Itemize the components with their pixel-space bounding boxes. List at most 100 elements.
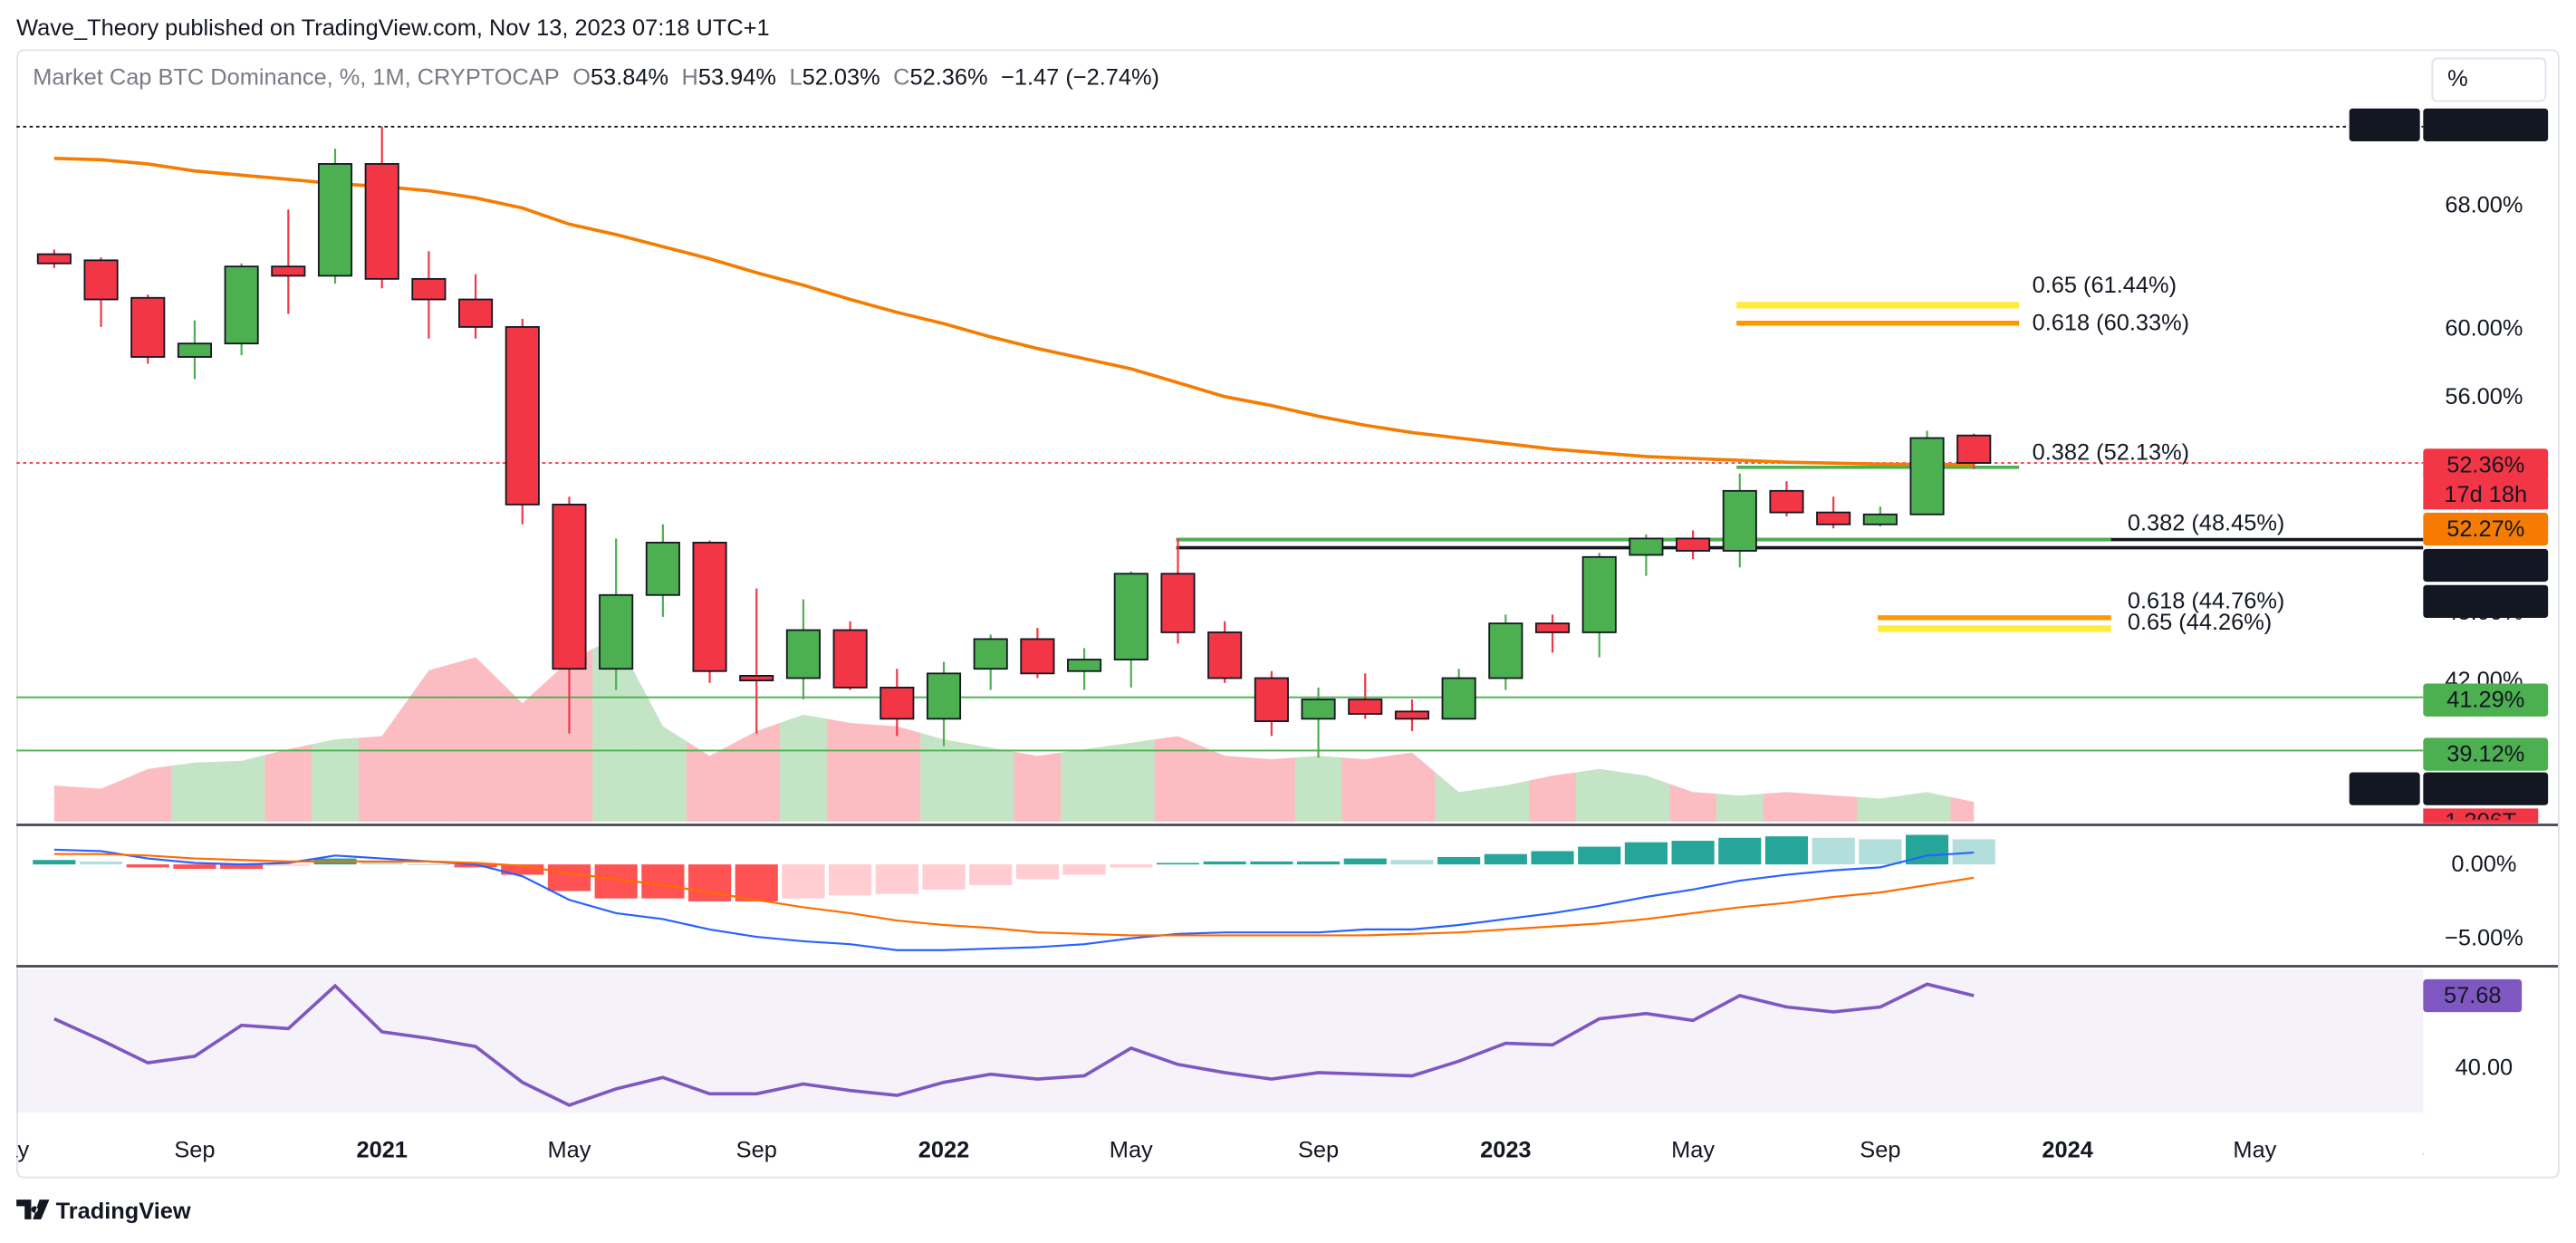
price-tag-box: [2349, 772, 2420, 805]
candle-body: [1020, 638, 1055, 675]
overlay-area: [264, 744, 312, 822]
price-tag: High: [2361, 112, 2408, 138]
scale-mode-button[interactable]: [2431, 57, 2547, 102]
overlay-area: [545, 649, 593, 822]
scale-unit[interactable]: %: [2447, 66, 2468, 92]
tradingview-logo: TradingView: [16, 1199, 191, 1224]
candle-body: [1676, 537, 1711, 552]
macd-histogram-bar: [1764, 836, 1809, 865]
candle-body: [36, 253, 72, 265]
macd-histogram-bar: [1718, 837, 1762, 865]
macd-histogram-bar: [1484, 853, 1527, 865]
candle-body: [832, 629, 868, 689]
brand: TradingView: [56, 1199, 191, 1224]
x-tick-label: Sep: [2422, 1138, 2463, 1163]
candle-body: [785, 629, 821, 679]
macd-histogram-bar: [547, 864, 591, 891]
overlay-area: [733, 722, 781, 822]
macd-histogram-bar: [407, 864, 450, 866]
fib-label: 0.382 (52.13%): [2033, 439, 2190, 465]
overlay-value-box: [2423, 808, 2539, 824]
overlay-area: [1716, 794, 1764, 822]
y-tick-label: 56.00%: [2445, 384, 2523, 410]
ohlc-prefix: L: [789, 64, 802, 90]
candle-body: [458, 298, 494, 328]
macd-histogram-bar: [829, 864, 872, 896]
macd-histogram-bar: [1156, 862, 1200, 865]
macd-histogram-bar: [1110, 864, 1153, 868]
candle-body: [1816, 511, 1851, 525]
overlay-area: [452, 657, 499, 822]
overlay-area: [358, 703, 406, 822]
candle-body: [692, 541, 727, 672]
overlay-area: [217, 755, 265, 822]
macd-histogram-bar: [1343, 858, 1387, 865]
macd-histogram-bar: [735, 864, 778, 901]
price-axis: 0.00% −5.00% 40.00 57.68 68.00% 60.00% 56.00% 4…: [2349, 108, 2549, 1081]
overlay-area: [1575, 768, 1623, 822]
candle-body: [599, 593, 634, 670]
macd-histogram-bar: [33, 860, 76, 865]
macd-tick-label: −5.00%: [2445, 926, 2523, 951]
countdown-box: [2423, 479, 2549, 510]
ohlc-value: 53.84%: [591, 64, 668, 90]
candle-body: [1534, 622, 1571, 633]
ohlc-value: 52.36%: [910, 64, 988, 90]
macd-histogram-bar: [360, 861, 404, 865]
overlay-area: [312, 737, 359, 822]
x-tick-label: May: [1671, 1138, 1715, 1163]
macd-histogram-bar: [173, 864, 216, 870]
candle-body: [926, 672, 962, 720]
rsi-tick-label: 40.00: [2456, 1055, 2514, 1081]
overlay-area: [1810, 794, 1858, 822]
candle-body: [1207, 631, 1243, 679]
x-tick-label: May: [1110, 1138, 1153, 1163]
macd-histogram-bar: [1015, 864, 1059, 880]
overlay-area: [1435, 772, 1483, 822]
price-label-box: [2423, 683, 2549, 717]
countdown: 17d 18h: [2444, 482, 2527, 507]
x-tick-label: May: [0, 1138, 29, 1163]
overlay-area: [1201, 746, 1249, 822]
candle-body: [1160, 573, 1196, 633]
overlay-area: [1903, 792, 1951, 822]
overlay-area: [686, 740, 734, 822]
price-label: 48.45%: [2446, 553, 2524, 578]
y-tick-label: 60.00%: [2445, 316, 2523, 342]
overlay-area: [1341, 756, 1389, 822]
price-label-box: [2423, 772, 2549, 805]
candle-body: [317, 163, 353, 277]
logo-icon: [16, 1200, 50, 1219]
macd-histogram-bar: [501, 864, 544, 875]
candle-body: [1956, 434, 1992, 464]
x-tick-label: May: [548, 1138, 591, 1163]
macd-histogram-bar: [1437, 856, 1481, 865]
overlay-area: [1389, 752, 1436, 822]
x-tick-label: Sep: [736, 1138, 777, 1163]
ohlc-prefix: C: [893, 64, 909, 90]
candle-body: [645, 541, 680, 596]
macd-histogram-bar: [782, 864, 825, 899]
candle-body: [1488, 622, 1523, 679]
overlay-area: [1014, 751, 1062, 822]
overlay-area: [1763, 792, 1811, 822]
fib-label: 0.618 (60.33%): [2033, 311, 2190, 336]
candle-body: [505, 325, 540, 506]
candle-body: [552, 503, 587, 670]
price-label-box: [2423, 512, 2549, 546]
symbol: Market Cap BTC Dominance, %, 1M, CRYPTOC…: [33, 64, 559, 90]
fib-label: 0.65 (44.26%): [2128, 610, 2272, 635]
price-label: 73.63%: [2446, 112, 2524, 138]
overlay-area: [124, 766, 172, 822]
overlay-area: [53, 785, 78, 822]
candle-body: [271, 265, 306, 277]
legend: Market Cap BTC Dominance, %, 1M, CRYPTOC…: [33, 64, 1159, 90]
candle-body: [1722, 489, 1757, 552]
x-tick-label: Sep: [1860, 1138, 1900, 1163]
overlay-area: [405, 663, 453, 822]
price-label: 41.29%: [2446, 688, 2524, 713]
candle-body: [1581, 555, 1617, 633]
macd-histogram-bar: [79, 861, 123, 865]
